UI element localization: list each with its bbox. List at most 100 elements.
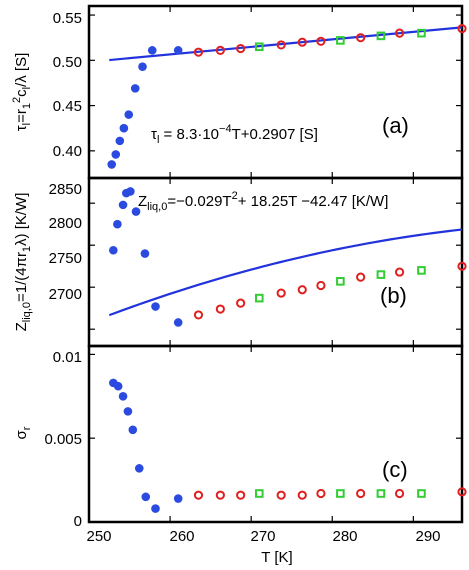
- panel-b-ytick-1: 2750: [49, 250, 82, 267]
- panel-b-yticks: 2700 2750 2800 2850: [49, 181, 82, 303]
- panel-c-frame: [87, 344, 464, 524]
- panel-b-point-circle: [215, 304, 225, 314]
- panel-c-point-square: [336, 489, 345, 498]
- panel-c-xtick-3: 280: [332, 528, 357, 545]
- panel-a-point-circle: [297, 37, 307, 47]
- panel-b-ytick-3: 2850: [49, 181, 82, 198]
- panel-c-yticks: 0 0.005 0.01: [44, 349, 82, 530]
- panel-c-ylabel: σr: [13, 426, 33, 439]
- panel-c-point-square: [417, 489, 426, 498]
- panel-b-point-circle: [457, 261, 467, 271]
- panel-c-point-circle: [394, 488, 405, 499]
- panel-b-point-circle: [236, 298, 246, 308]
- panel-a-point-circle: [316, 36, 326, 46]
- panel-c-label: (c): [382, 457, 408, 482]
- panel-b-fit-line: [108, 228, 463, 317]
- panel-a-point-filled: [111, 150, 121, 159]
- panel-c-point-filled: [123, 407, 133, 416]
- panel-c-xticks: 250 260 270 280 290: [86, 528, 440, 545]
- panel-c-point-circle: [356, 488, 366, 499]
- panel-b-point-filled: [173, 318, 183, 327]
- panel-c-point-circle: [276, 490, 286, 500]
- panel-b: 2700 2750 2800 2850 Zliq,0=1/(4πr1λ) [K/…: [13, 176, 467, 348]
- panel-a-point-circle: [394, 28, 405, 38]
- panel-c-point-filled: [173, 494, 183, 503]
- panel-c-ytick-1: 0.005: [44, 431, 82, 448]
- panel-b-point-circle: [356, 272, 366, 282]
- panel-b-ytick-0: 2700: [49, 286, 82, 303]
- panel-b-point-circle: [316, 280, 326, 291]
- panel-b-point-square: [336, 277, 345, 286]
- panel-a-point-square: [254, 42, 264, 52]
- panel-a: 0.40 0.45 0.50 0.55 τl=r12cl/λ [S] τl = …: [11, 4, 467, 180]
- panel-a-point-filled: [115, 136, 125, 146]
- panel-c: 0 0.005 0.01 250 260 270 280 290 T [K] σ…: [13, 344, 467, 566]
- panel-b-point-filled: [140, 249, 150, 258]
- panel-a-yticks: 0.40 0.45 0.50 0.55: [53, 10, 82, 160]
- panel-a-point-square: [376, 31, 386, 41]
- panel-b-ytick-2: 2800: [49, 215, 82, 232]
- panel-c-point-circle: [215, 490, 225, 500]
- panel-a-point-circle: [356, 33, 366, 43]
- panel-a-point-filled: [138, 62, 147, 71]
- panel-a-point-filled: [119, 123, 129, 133]
- panel-c-point-filled: [128, 425, 138, 435]
- panel-a-point-filled: [173, 46, 183, 55]
- panel-a-label: (a): [382, 113, 409, 138]
- panel-b-point-filled: [109, 245, 118, 255]
- panel-c-point-circle: [316, 488, 326, 499]
- panel-c-point-filled: [151, 504, 160, 513]
- panel-c-point-square: [254, 489, 264, 498]
- panel-b-point-filled: [151, 302, 160, 311]
- panel-b-ylabel: Zliq,0=1/(4πr1λ) [K/W]: [13, 193, 33, 332]
- panel-b-point-filled: [131, 207, 141, 216]
- panel-a-ytick-3: 0.55: [53, 10, 82, 27]
- panel-a-point-circle: [215, 45, 225, 55]
- panel-c-xtick-2: 270: [250, 528, 275, 545]
- panel-b-plot: [88, 178, 467, 346]
- panel-c-point-square: [376, 489, 386, 498]
- panel-c-xtick-4: 290: [415, 528, 440, 545]
- panel-a-point-filled: [107, 160, 117, 169]
- panel-a-point-circle: [276, 40, 286, 50]
- panel-b-point-square: [254, 293, 264, 303]
- panel-a-point-circle: [236, 43, 246, 54]
- panel-c-plot: [88, 346, 467, 523]
- panel-a-fit-line: [109, 26, 463, 62]
- panel-a-point-square: [417, 28, 426, 38]
- panel-c-point-circle: [297, 490, 307, 500]
- panel-a-point-square: [336, 36, 345, 45]
- panel-c-point-filled: [141, 492, 151, 502]
- panel-b-point-circle: [193, 310, 204, 320]
- panel-a-ytick-0: 0.40: [53, 143, 82, 160]
- panel-b-point-filled: [118, 200, 128, 210]
- panel-b-point-circle: [276, 288, 286, 298]
- panel-a-fit-equation: τl = 8.3·10−4T+0.2907 [S]: [151, 123, 318, 146]
- panel-b-fit-equation: Zliq,0=−0.029T2+ 18.25T −42.47 [K/W]: [138, 190, 388, 213]
- panel-b-point-filled: [113, 219, 122, 229]
- panel-a-point-filled: [130, 84, 140, 93]
- panel-c-point-filled: [113, 381, 123, 391]
- panel-c-xtick-1: 260: [169, 528, 194, 545]
- panel-b-point-circle: [394, 267, 405, 277]
- panel-c-point-filled: [134, 464, 144, 473]
- panel-c-point-filled: [118, 391, 128, 401]
- panel-b-label: (b): [380, 283, 407, 308]
- panel-b-point-square: [417, 266, 426, 275]
- panel-a-ylabel: τl=r12cl/λ [S]: [11, 53, 33, 132]
- panel-a-point-circle: [193, 47, 204, 57]
- panel-a-point-circle: [457, 24, 467, 34]
- panel-c-point-circle: [236, 490, 246, 500]
- panel-c-xtick-0: 250: [86, 528, 111, 545]
- panel-b-point-circle: [297, 285, 307, 295]
- panel-b-point-filled: [126, 187, 135, 196]
- panel-c-ytick-0: 0: [74, 513, 82, 530]
- panel-a-plot: [88, 6, 467, 178]
- panel-c-point-circle: [193, 490, 204, 500]
- panel-c-ytick-2: 0.01: [53, 349, 82, 366]
- panel-a-point-filled: [147, 46, 157, 55]
- panel-a-point-filled: [124, 110, 134, 119]
- panel-a-ytick-1: 0.45: [53, 98, 82, 115]
- panel-a-ytick-2: 0.50: [53, 54, 82, 71]
